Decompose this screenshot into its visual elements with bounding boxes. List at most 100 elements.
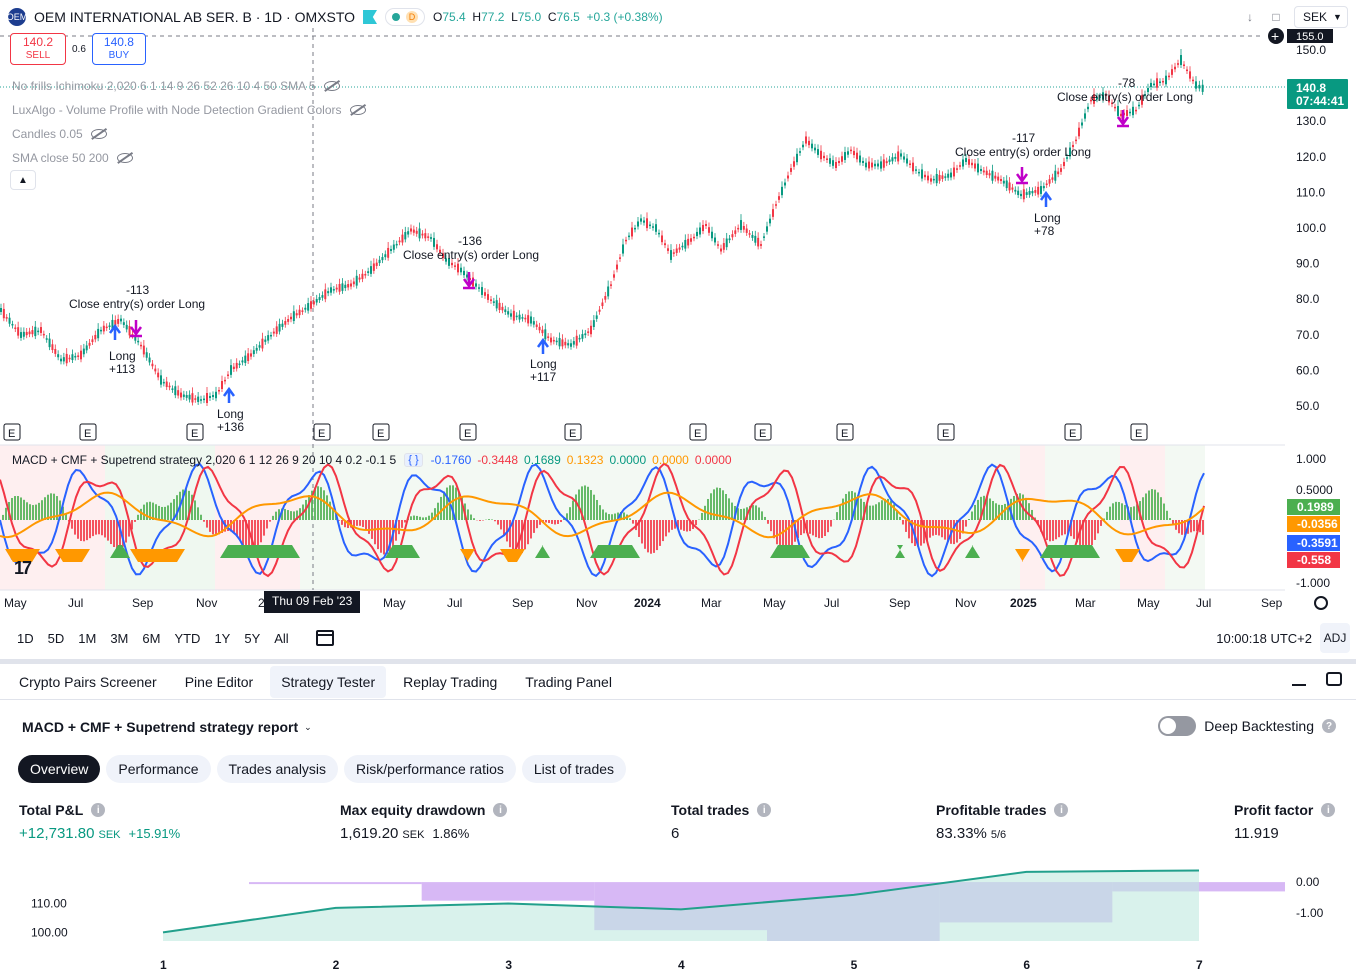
candle-body bbox=[619, 257, 621, 259]
tab-replay-trading[interactable]: Replay Trading bbox=[403, 673, 498, 690]
candle-body bbox=[655, 224, 657, 232]
last-price-badge bbox=[1287, 79, 1348, 109]
indicator-name[interactable]: No frills Ichimoku 2,020 6 1 14 9 26 52 … bbox=[12, 79, 316, 93]
range-5y[interactable]: 5Y bbox=[244, 630, 261, 646]
minimize-icon[interactable] bbox=[1292, 684, 1306, 686]
subtab-performance[interactable]: Performance bbox=[106, 755, 211, 783]
adj-button[interactable]: ADJ bbox=[1320, 623, 1350, 653]
macd-histogram-bar bbox=[494, 520, 496, 522]
equity-chart[interactable]: 110.00 100.00 0.00 -1.00 1 2 3 4 5 6 7 bbox=[0, 869, 1356, 977]
candle-body bbox=[1105, 94, 1107, 96]
macd-histogram-bar bbox=[161, 506, 163, 520]
candle-body bbox=[168, 385, 171, 388]
macd-legend-title[interactable]: MACD + CMF + Supetrend strategy 2,020 6 … bbox=[12, 453, 397, 467]
download-icon[interactable]: ↓ bbox=[1247, 10, 1253, 24]
macd-histogram-bar bbox=[512, 520, 514, 552]
candle-body bbox=[974, 163, 976, 169]
candle-body bbox=[1084, 113, 1086, 119]
macd-value: 0.1689 bbox=[524, 453, 561, 467]
macd-histogram-bar bbox=[908, 520, 910, 539]
currency-select[interactable]: SEK ▼ bbox=[1294, 6, 1348, 28]
indicator-name[interactable]: LuxAlgo - Volume Profile with Node Detec… bbox=[12, 103, 342, 117]
range-6m[interactable]: 6M bbox=[142, 630, 161, 646]
subtab-list-of-trades[interactable]: List of trades bbox=[521, 755, 627, 783]
range-1d[interactable]: 1D bbox=[17, 630, 34, 646]
tab-pine-editor[interactable]: Pine Editor bbox=[184, 673, 254, 690]
eye-off-icon[interactable] bbox=[90, 129, 107, 139]
clock-time[interactable]: 10:00:18 UTC+2 bbox=[1216, 630, 1312, 646]
indicator-name[interactable]: Candles 0.05 bbox=[12, 127, 83, 141]
info-icon[interactable]: i bbox=[1054, 803, 1069, 817]
sell-button[interactable]: 140.2 SELL bbox=[10, 33, 66, 65]
macd-histogram-bar bbox=[473, 518, 475, 520]
candle-body bbox=[720, 248, 722, 252]
info-icon[interactable]: i bbox=[91, 803, 106, 817]
subtab-trades-analysis[interactable]: Trades analysis bbox=[216, 755, 339, 783]
macd-histogram-bar bbox=[713, 489, 715, 520]
fullscreen-icon[interactable]: □ bbox=[1272, 10, 1280, 24]
macd-zone bbox=[1165, 445, 1205, 590]
symbol-title[interactable]: OEM INTERNATIONAL AB SER. B · 1D · OMXST… bbox=[34, 9, 356, 25]
indicator-row[interactable]: SMA close 50 200 bbox=[12, 146, 366, 170]
info-icon[interactable]: i bbox=[757, 803, 772, 817]
metric-total-pnl: Total P&L i +12,731.80 SEK +15.91% bbox=[19, 802, 180, 842]
supertrend-up-marker bbox=[110, 545, 130, 558]
tab-strategy-tester[interactable]: Strategy Tester bbox=[270, 665, 387, 698]
market-status[interactable]: D bbox=[385, 8, 426, 26]
tradingview-logo-icon[interactable]: 17 bbox=[14, 558, 32, 578]
trade-number-label: 4 bbox=[678, 958, 685, 972]
candle-body bbox=[745, 228, 748, 233]
subtab-overview[interactable]: Overview bbox=[18, 755, 101, 783]
buy-button[interactable]: 140.8 BUY bbox=[91, 33, 146, 65]
subtab-risk-performance-ratios[interactable]: Risk/performance ratios bbox=[344, 755, 516, 783]
indicator-row[interactable]: No frills Ichimoku 2,020 6 1 14 9 26 52 … bbox=[12, 74, 366, 98]
info-icon[interactable]: i bbox=[493, 803, 508, 817]
collapse-indicators-button[interactable]: ▲ bbox=[10, 170, 36, 190]
indicator-row[interactable]: Candles 0.05 bbox=[12, 122, 366, 146]
macd-histogram-bar bbox=[620, 511, 622, 520]
tab-crypto-pairs-screener[interactable]: Crypto Pairs Screener bbox=[19, 673, 157, 690]
macd-histogram-bar bbox=[314, 487, 316, 520]
macd-histogram-bar bbox=[968, 519, 970, 520]
candle-body bbox=[784, 182, 786, 186]
candle-body bbox=[424, 233, 427, 239]
range-ytd[interactable]: YTD bbox=[174, 630, 201, 646]
macd-histogram-bar bbox=[947, 520, 949, 543]
deep-backtesting-toggle[interactable] bbox=[1158, 716, 1197, 736]
time-axis-label: Jul bbox=[1196, 596, 1211, 610]
range-1y[interactable]: 1Y bbox=[214, 630, 231, 646]
macd-histogram-bar bbox=[482, 520, 484, 521]
eye-off-icon[interactable] bbox=[323, 81, 340, 91]
macd-histogram-bar bbox=[164, 506, 166, 520]
range-all[interactable]: All bbox=[274, 630, 289, 646]
indicator-name[interactable]: SMA close 50 200 bbox=[12, 151, 109, 165]
eye-off-icon[interactable] bbox=[349, 105, 366, 115]
symbol-bar[interactable]: OEM OEM INTERNATIONAL AB SER. B · 1D · O… bbox=[7, 6, 663, 28]
eye-off-icon[interactable] bbox=[116, 153, 133, 163]
tab-trading-panel[interactable]: Trading Panel bbox=[525, 673, 612, 690]
indicator-row[interactable]: LuxAlgo - Volume Profile with Node Detec… bbox=[12, 98, 366, 122]
macd-histogram-bar bbox=[1052, 520, 1054, 541]
macd-histogram-bar bbox=[614, 513, 616, 520]
range-5d[interactable]: 5D bbox=[47, 630, 65, 646]
macd-legend[interactable]: MACD + CMF + Supetrend strategy 2,020 6 … bbox=[12, 453, 732, 467]
macd-histogram-bar bbox=[683, 520, 685, 531]
calendar-icon[interactable] bbox=[315, 630, 334, 646]
candle-body bbox=[105, 326, 108, 329]
macd-histogram-bar bbox=[233, 520, 235, 534]
maximize-icon[interactable] bbox=[1326, 672, 1342, 686]
candle-body bbox=[595, 315, 598, 319]
candle-body bbox=[524, 317, 527, 320]
help-icon[interactable]: ? bbox=[1322, 719, 1336, 733]
candle-body bbox=[48, 338, 51, 348]
info-icon[interactable]: i bbox=[1321, 803, 1336, 817]
source-code-icon[interactable]: { } bbox=[404, 453, 423, 467]
macd-histogram-bar bbox=[455, 487, 457, 520]
macd-histogram-bar bbox=[167, 505, 169, 520]
range-1m[interactable]: 1M bbox=[78, 630, 97, 646]
report-title[interactable]: MACD + CMF + Supetrend strategy report ⌄ bbox=[22, 719, 312, 735]
range-3m[interactable]: 3M bbox=[110, 630, 129, 646]
axis-settings-icon[interactable] bbox=[1314, 596, 1328, 610]
